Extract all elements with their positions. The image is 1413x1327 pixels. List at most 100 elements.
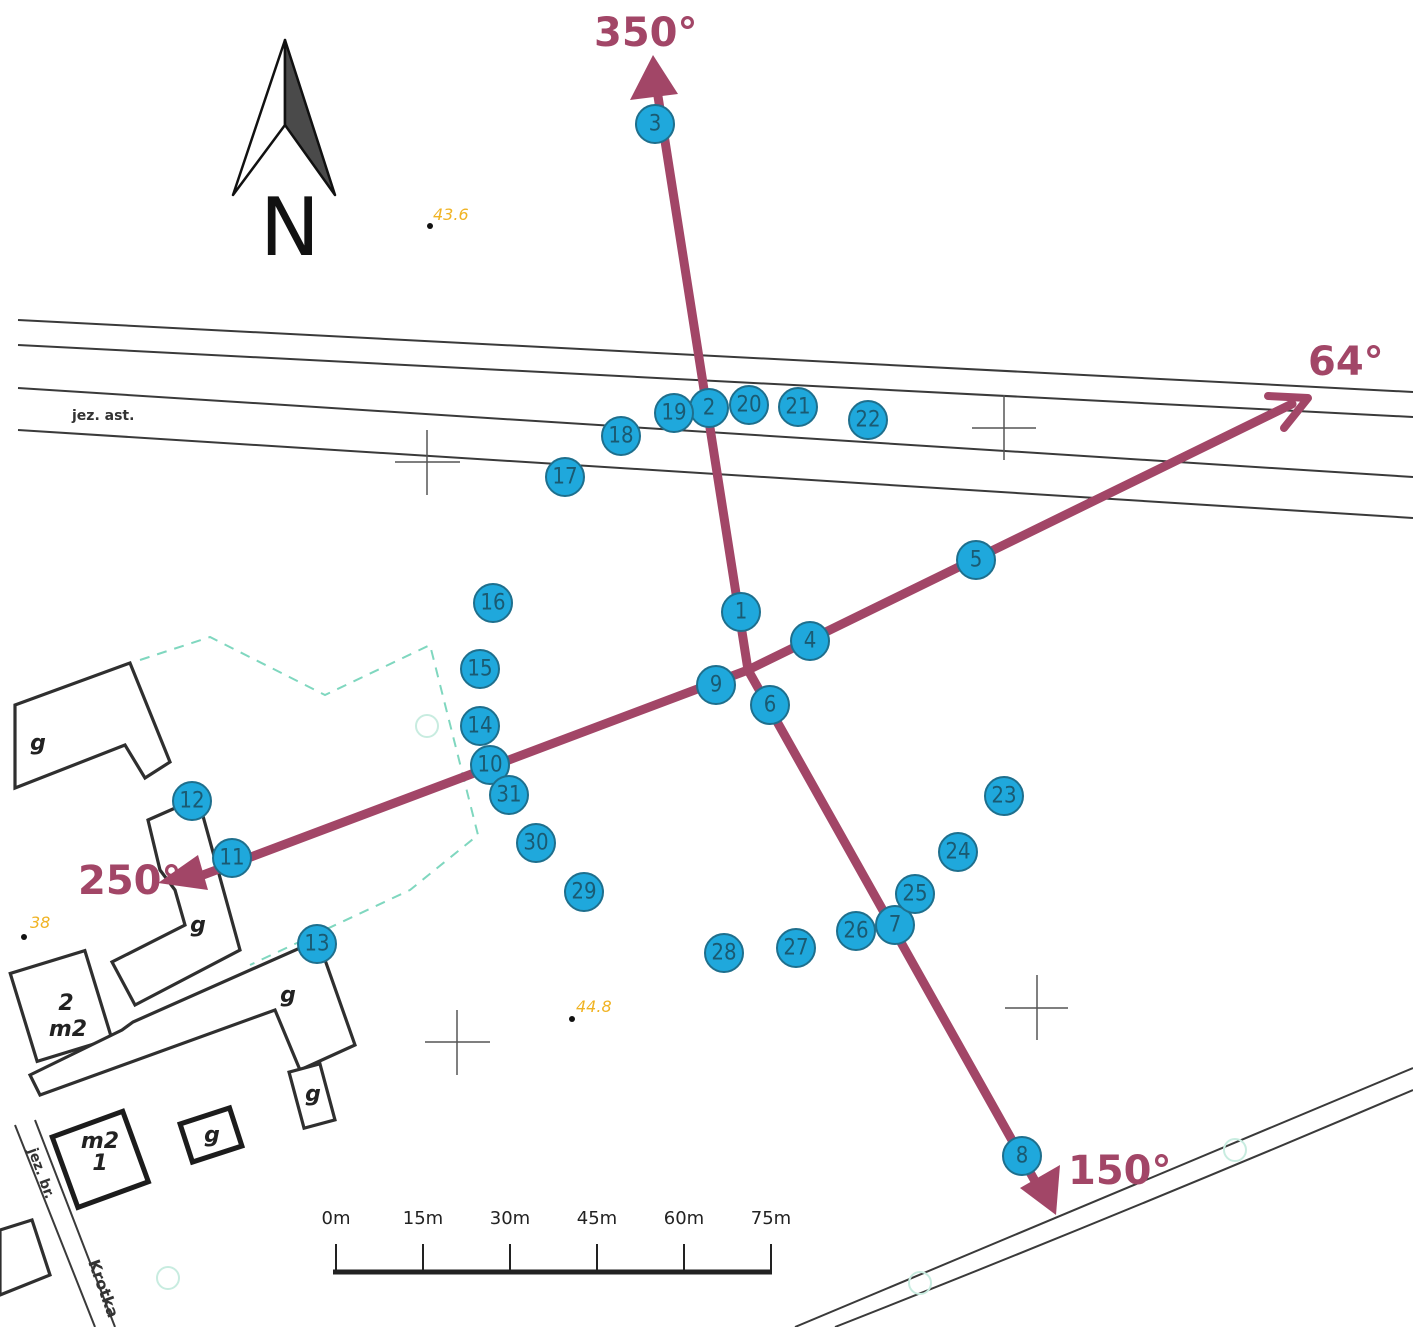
svg-text:19: 19 bbox=[661, 401, 686, 426]
elevation-label: 43.6 bbox=[433, 205, 469, 224]
survey-point: 5 bbox=[956, 540, 996, 580]
survey-point: 14 bbox=[460, 706, 500, 746]
survey-point: 11 bbox=[212, 838, 252, 878]
svg-text:2: 2 bbox=[703, 396, 716, 421]
svg-text:25: 25 bbox=[902, 882, 927, 907]
road-label-top: jez. ast. bbox=[71, 408, 134, 424]
survey-point: 4 bbox=[790, 621, 830, 661]
svg-text:11: 11 bbox=[219, 846, 244, 871]
scale-tick-label: 15m bbox=[403, 1208, 443, 1229]
survey-point: 8 bbox=[1002, 1136, 1042, 1176]
bearing-label: 64° bbox=[1308, 339, 1384, 385]
bearing-label: 250° bbox=[78, 858, 182, 904]
building-label: 1 bbox=[92, 1151, 107, 1176]
survey-point: 9 bbox=[696, 665, 736, 705]
building-label: g bbox=[190, 913, 206, 938]
survey-point: 20 bbox=[729, 385, 769, 425]
svg-text:27: 27 bbox=[783, 936, 808, 961]
scale-tick-label: 0m bbox=[322, 1208, 351, 1229]
svg-text:28: 28 bbox=[711, 941, 736, 966]
building-label: g bbox=[204, 1123, 220, 1148]
svg-text:24: 24 bbox=[945, 840, 970, 865]
svg-text:6: 6 bbox=[764, 693, 777, 718]
survey-point: 19 bbox=[654, 393, 694, 433]
north-arrow: N bbox=[231, 38, 337, 274]
survey-point: 17 bbox=[545, 457, 585, 497]
svg-text:26: 26 bbox=[843, 919, 868, 944]
buildings bbox=[0, 660, 357, 1327]
svg-text:5: 5 bbox=[970, 548, 983, 573]
scale-tick-label: 30m bbox=[490, 1208, 530, 1229]
survey-point: 12 bbox=[172, 781, 212, 821]
building-labels: g g 2 m2 g g m2 1 g bbox=[30, 731, 321, 1176]
svg-text:3: 3 bbox=[649, 112, 662, 137]
elevation-points: 43.6 38 44.8 bbox=[21, 205, 612, 1022]
survey-point: 24 bbox=[938, 832, 978, 872]
svg-text:9: 9 bbox=[710, 673, 723, 698]
survey-point: 1 bbox=[721, 592, 761, 632]
survey-point: 6 bbox=[750, 685, 790, 725]
svg-text:23: 23 bbox=[991, 784, 1016, 809]
scale-tick-label: 45m bbox=[577, 1208, 617, 1229]
tree-symbols bbox=[156, 714, 1247, 1295]
svg-text:14: 14 bbox=[467, 714, 492, 739]
survey-point: 15 bbox=[460, 649, 500, 689]
building-label: g bbox=[280, 983, 296, 1008]
svg-text:16: 16 bbox=[480, 591, 505, 616]
survey-point: 23 bbox=[984, 776, 1024, 816]
survey-point: 30 bbox=[516, 823, 556, 863]
svg-text:4: 4 bbox=[804, 629, 817, 654]
road-curve bbox=[794, 1067, 1413, 1327]
building-label: m2 bbox=[49, 1017, 87, 1042]
elevation-label: 44.8 bbox=[576, 997, 612, 1016]
survey-point: 21 bbox=[778, 387, 818, 427]
survey-points: 1 2 3 4 5 6 7 8 9 10 11 12 13 14 15 16 1… bbox=[172, 104, 1042, 1176]
building-label: g bbox=[30, 731, 46, 756]
survey-point: 7 bbox=[875, 905, 915, 945]
survey-point: 28 bbox=[704, 933, 744, 973]
grid-crosses bbox=[395, 395, 1068, 1075]
building-label: g bbox=[305, 1082, 321, 1107]
svg-text:21: 21 bbox=[785, 395, 810, 420]
parcel-boundary bbox=[139, 635, 480, 966]
survey-point: 13 bbox=[297, 924, 337, 964]
svg-text:30: 30 bbox=[523, 831, 548, 856]
svg-text:13: 13 bbox=[304, 932, 329, 957]
survey-point: 31 bbox=[489, 775, 529, 815]
svg-text:10: 10 bbox=[477, 753, 502, 778]
survey-point: 25 bbox=[895, 874, 935, 914]
svg-text:7: 7 bbox=[889, 913, 902, 938]
svg-text:12: 12 bbox=[179, 789, 204, 814]
svg-text:1: 1 bbox=[735, 600, 748, 625]
building-label: m2 bbox=[81, 1129, 119, 1154]
survey-point: 10 bbox=[470, 745, 510, 785]
svg-text:15: 15 bbox=[467, 657, 492, 682]
street-name-label: Krotka bbox=[84, 1257, 123, 1320]
elevation-label: 38 bbox=[30, 913, 50, 932]
bearing-labels: 350° 64° 150° 250° bbox=[78, 10, 1384, 1194]
survey-point: 18 bbox=[601, 416, 641, 456]
scale-tick-label: 75m bbox=[751, 1208, 791, 1229]
svg-text:17: 17 bbox=[552, 465, 577, 490]
bearing-label: 350° bbox=[594, 10, 698, 56]
svg-text:22: 22 bbox=[855, 408, 880, 433]
north-label: N bbox=[260, 181, 320, 274]
survey-point: 29 bbox=[564, 872, 604, 912]
svg-text:31: 31 bbox=[496, 783, 521, 808]
survey-point: 16 bbox=[473, 583, 513, 623]
scale-tick-label: 60m bbox=[664, 1208, 704, 1229]
scale-bar: 0m 15m 30m 45m 60m 75m bbox=[322, 1208, 791, 1275]
svg-text:18: 18 bbox=[608, 424, 633, 449]
bearing-label: 150° bbox=[1068, 1148, 1172, 1194]
svg-text:29: 29 bbox=[571, 880, 596, 905]
survey-point: 27 bbox=[776, 928, 816, 968]
building-label: 2 bbox=[58, 991, 73, 1016]
svg-text:20: 20 bbox=[736, 393, 761, 418]
survey-point: 26 bbox=[836, 911, 876, 951]
svg-text:8: 8 bbox=[1016, 1144, 1029, 1169]
survey-point: 22 bbox=[848, 400, 888, 440]
road-label-bottom-left: jez. br. bbox=[24, 1145, 57, 1201]
survey-point: 3 bbox=[635, 104, 675, 144]
survey-point: 2 bbox=[689, 388, 729, 428]
